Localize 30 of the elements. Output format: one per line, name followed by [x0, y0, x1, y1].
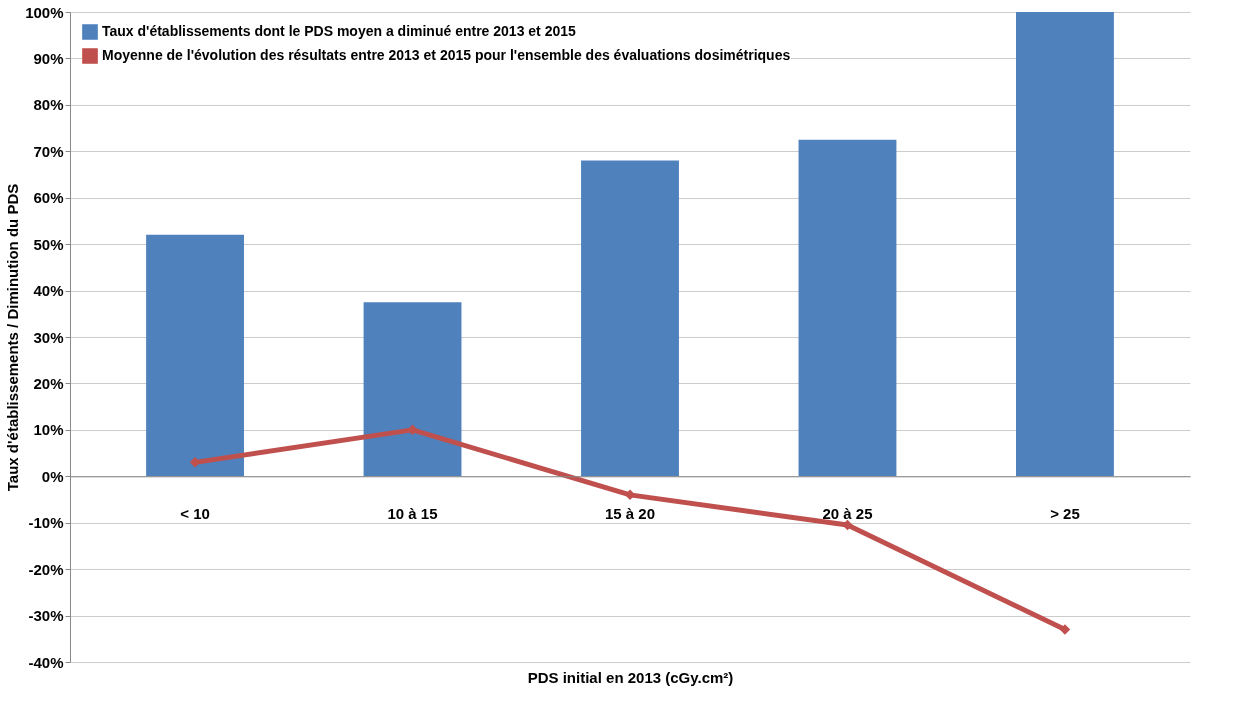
- y-tick-label: 30%: [33, 328, 64, 346]
- bar: [363, 302, 462, 477]
- x-tick-label: > 25: [1050, 504, 1080, 522]
- x-tick-label: < 10: [180, 504, 210, 522]
- point: [1059, 624, 1071, 635]
- y-tick-label: -30%: [28, 607, 64, 625]
- x-tick-label: 10 à 15: [387, 504, 438, 522]
- y-tick-label: 60%: [33, 189, 64, 207]
- y-tick-label: 10%: [33, 421, 64, 439]
- y-tick-label: -20%: [28, 560, 64, 578]
- legend-label: Moyenne de l'évolution des résultats entre 2013 et 2015 pour l'ensemble des évaluations dosimétriques: [102, 47, 791, 63]
- y-tick-label: 80%: [33, 96, 64, 114]
- bar: [146, 234, 244, 477]
- y-tick-label: 70%: [33, 142, 64, 160]
- y-tick-label: 100%: [25, 3, 64, 21]
- legend-label: Taux d'établissements dont le PDS moyen a diminué entre 2013 et 2015: [102, 23, 577, 39]
- y-axis-title: Taux d'établissements / Diminution du PDS: [4, 183, 22, 492]
- y-tick-label: 0%: [41, 467, 64, 485]
- y-tick-label: 50%: [33, 235, 64, 253]
- y-tick-label: 20%: [33, 374, 64, 392]
- y-tick-label: 90%: [33, 49, 64, 67]
- bar: [1016, 12, 1114, 477]
- y-tick-label: -40%: [28, 653, 64, 671]
- bar: [798, 139, 897, 477]
- x-tick-label: 15 à 20: [604, 504, 656, 522]
- x-axis-title: PDS initial en 2013 (cGy.cm²): [527, 668, 734, 686]
- bar: [581, 160, 679, 477]
- x-tick-label: 20 à 25: [822, 504, 873, 522]
- y-tick-label: 40%: [33, 282, 64, 300]
- y-tick-label: -10%: [28, 514, 64, 532]
